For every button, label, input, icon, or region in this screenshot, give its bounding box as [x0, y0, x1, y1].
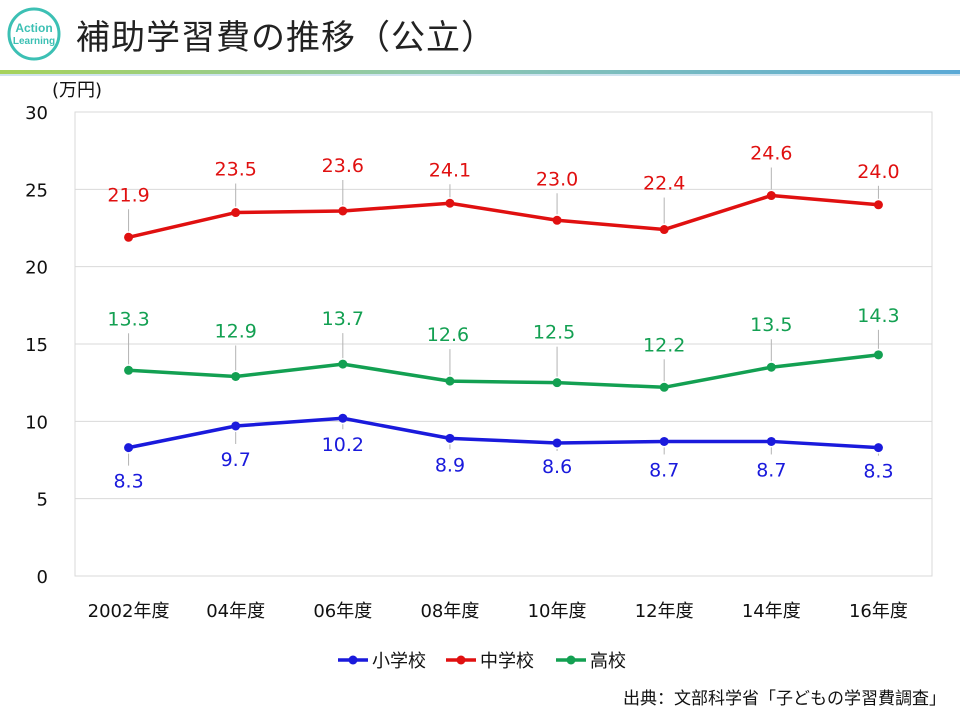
y-tick-label: 15 — [25, 335, 48, 356]
data-point — [659, 436, 669, 446]
data-label: 23.6 — [322, 155, 364, 177]
data-point — [766, 436, 776, 446]
data-point — [552, 378, 562, 388]
data-label: 12.2 — [643, 334, 685, 356]
legend-label: 中学校 — [480, 651, 534, 672]
y-axis-label: (万円) — [52, 80, 102, 101]
data-label: 12.6 — [427, 324, 469, 346]
data-point — [445, 376, 455, 386]
x-tick-label: 06年度 — [313, 601, 372, 622]
data-point — [766, 191, 776, 201]
data-point — [873, 200, 883, 210]
x-tick-label: 16年度 — [849, 601, 908, 622]
data-point — [124, 232, 134, 242]
data-label: 24.0 — [857, 161, 899, 183]
x-tick-label: 04年度 — [206, 601, 265, 622]
data-label: 22.4 — [643, 173, 685, 195]
data-label: 23.5 — [215, 159, 257, 181]
data-label: 21.9 — [107, 184, 149, 206]
data-label: 10.2 — [322, 434, 364, 456]
data-point — [552, 438, 562, 448]
y-tick-label: 25 — [25, 180, 48, 201]
data-label: 12.5 — [533, 322, 575, 344]
y-tick-label: 10 — [25, 412, 48, 433]
y-tick-label: 0 — [37, 567, 48, 588]
data-label: 24.1 — [429, 159, 471, 181]
legend-label: 高校 — [590, 651, 626, 672]
legend-marker — [566, 655, 576, 665]
data-point — [338, 359, 348, 369]
logo-text-2: Learning — [13, 36, 55, 47]
source-note: 出典：文部科学省「子どもの学習費調査」 — [623, 689, 946, 709]
x-tick-label: 08年度 — [420, 601, 479, 622]
data-point — [445, 198, 455, 208]
data-point — [124, 365, 134, 375]
data-point — [338, 413, 348, 423]
data-point — [766, 362, 776, 372]
data-point — [873, 350, 883, 360]
data-point — [445, 433, 455, 443]
y-tick-label: 20 — [25, 258, 48, 279]
data-point — [124, 443, 134, 453]
data-label: 14.3 — [857, 305, 899, 327]
x-tick-label: 14年度 — [742, 601, 801, 622]
y-tick-label: 30 — [25, 103, 48, 124]
series-line-2 — [128, 193, 879, 239]
data-point — [231, 371, 241, 381]
data-label: 8.9 — [435, 454, 465, 476]
data-point — [659, 225, 669, 235]
legend-label: 小学校 — [372, 651, 426, 672]
data-point — [552, 215, 562, 225]
x-tick-label: 2002年度 — [88, 601, 170, 622]
page-title: 補助学習費の推移（公立） — [76, 18, 496, 58]
legend-marker — [348, 655, 358, 665]
action-learning-logo: Action Learning — [7, 7, 61, 61]
legend-marker — [456, 655, 466, 665]
data-label: 13.5 — [750, 314, 792, 336]
x-tick-label: 12年度 — [635, 601, 694, 622]
logo-text-1: Action — [15, 21, 52, 35]
data-label: 12.9 — [215, 320, 257, 342]
y-tick-label: 5 — [37, 490, 48, 511]
data-label: 13.3 — [107, 308, 149, 330]
series-line-1 — [128, 416, 879, 450]
data-label: 13.7 — [322, 308, 364, 330]
data-point — [659, 382, 669, 392]
data-label: 8.3 — [863, 461, 893, 483]
data-point — [231, 208, 241, 218]
data-label: 24.6 — [750, 143, 792, 165]
series-line-3 — [128, 353, 879, 390]
data-point — [873, 443, 883, 453]
data-point — [338, 206, 348, 216]
data-point — [231, 421, 241, 431]
data-label: 8.7 — [649, 459, 679, 481]
data-label: 9.7 — [221, 449, 251, 471]
x-tick-label: 10年度 — [528, 601, 587, 622]
data-label: 8.3 — [113, 471, 143, 493]
data-label: 8.6 — [542, 456, 572, 478]
title-underline-bar — [0, 70, 960, 76]
data-label: 8.7 — [756, 459, 786, 481]
data-label: 23.0 — [536, 168, 578, 190]
